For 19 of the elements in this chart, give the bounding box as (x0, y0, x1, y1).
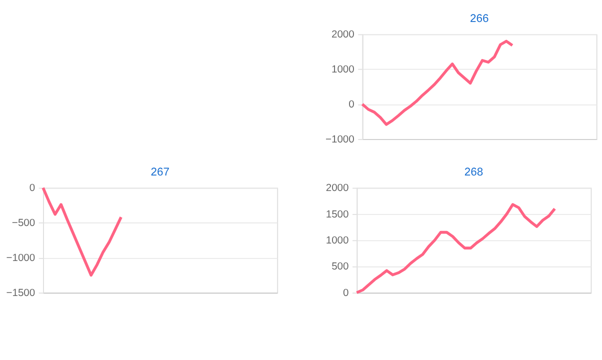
chart-title: 268 (464, 166, 484, 179)
y-tick-label: 2000 (326, 183, 350, 194)
y-tick-label: 0 (29, 183, 36, 194)
y-tick-label: 0 (348, 99, 355, 110)
chart-title: 267 (150, 166, 170, 179)
y-tick-label: 2000 (331, 30, 355, 40)
y-tick-label: −1500 (6, 288, 36, 299)
y-tick-label: 1000 (331, 64, 355, 76)
y-tick-label: 1000 (326, 235, 350, 246)
y-tick-label: −1000 (6, 252, 36, 264)
line-series (360, 40, 514, 126)
y-tick-label: −1000 (325, 134, 355, 146)
y-tick-label: −500 (12, 218, 36, 229)
line-series (42, 186, 122, 277)
y-tick-label: 1500 (326, 209, 350, 220)
line-series (355, 203, 556, 294)
chart-title: 266 (470, 13, 489, 26)
y-tick-label: 500 (332, 262, 350, 273)
y-tick-label: 0 (343, 288, 350, 299)
